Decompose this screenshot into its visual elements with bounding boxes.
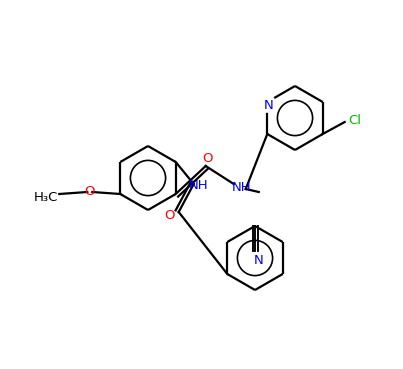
- Text: N: N: [264, 99, 273, 111]
- Text: NH: NH: [232, 180, 251, 193]
- Text: Cl: Cl: [348, 114, 361, 127]
- Text: N: N: [254, 255, 264, 268]
- Text: NH: NH: [189, 179, 208, 192]
- Text: O: O: [202, 152, 213, 165]
- Text: H₃C: H₃C: [34, 190, 58, 203]
- Text: O: O: [84, 184, 95, 197]
- Text: O: O: [164, 208, 175, 221]
